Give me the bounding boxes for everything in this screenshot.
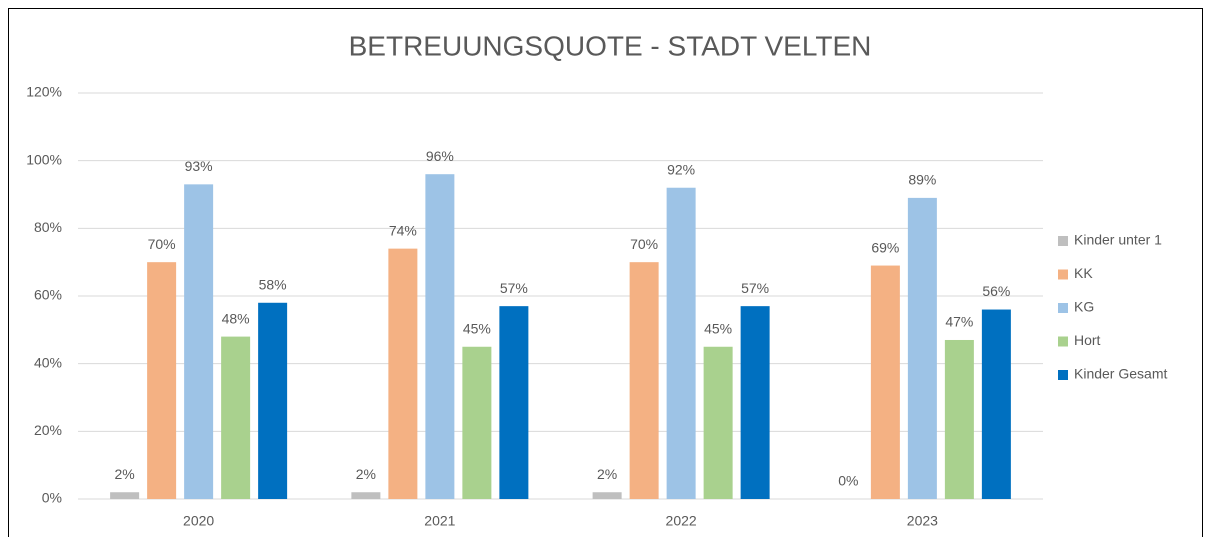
data-label: 74% xyxy=(389,222,417,238)
data-label: 58% xyxy=(259,276,287,292)
legend-swatch xyxy=(1058,303,1068,313)
x-tick-label: 2023 xyxy=(907,513,938,529)
data-label: 89% xyxy=(908,172,936,188)
bar xyxy=(147,262,177,499)
bar xyxy=(870,265,900,499)
bar xyxy=(388,248,418,499)
data-label: 48% xyxy=(222,310,250,326)
x-tick-label: 2021 xyxy=(424,513,455,529)
x-tick-label: 2022 xyxy=(666,513,697,529)
data-label: 70% xyxy=(630,236,658,252)
legend-label: KK xyxy=(1074,265,1093,281)
bar xyxy=(592,492,622,499)
data-label: 2% xyxy=(597,466,617,482)
bar xyxy=(184,184,214,499)
data-label: 57% xyxy=(500,280,528,296)
legend-label: Kinder Gesamt xyxy=(1074,366,1167,382)
bar xyxy=(258,302,288,499)
legend-swatch xyxy=(1058,269,1068,280)
bar xyxy=(110,492,140,499)
y-tick-label: 60% xyxy=(34,287,62,303)
bar xyxy=(629,262,659,499)
legend-label: KG xyxy=(1074,299,1094,315)
data-label: 2% xyxy=(115,466,135,482)
data-label: 93% xyxy=(185,158,213,174)
bar xyxy=(351,492,381,499)
legend-swatch xyxy=(1058,370,1068,380)
data-label: 2% xyxy=(356,466,376,482)
y-tick-label: 120% xyxy=(26,84,62,100)
data-label: 70% xyxy=(148,236,176,252)
y-tick-label: 0% xyxy=(42,490,62,506)
bar xyxy=(944,339,974,499)
bar xyxy=(499,306,529,499)
bar xyxy=(703,346,733,499)
data-label: 96% xyxy=(426,148,454,164)
bar xyxy=(666,187,696,499)
y-tick-label: 100% xyxy=(26,151,62,167)
data-label: 47% xyxy=(945,314,973,330)
data-label: 56% xyxy=(982,283,1010,299)
legend-label: Hort xyxy=(1074,332,1101,348)
legend-swatch xyxy=(1058,336,1068,347)
y-tick-label: 20% xyxy=(34,422,62,438)
bar xyxy=(981,309,1011,499)
bar xyxy=(740,306,770,499)
data-label: 45% xyxy=(704,320,732,336)
x-tick-label: 2020 xyxy=(183,513,214,529)
legend-label: Kinder unter 1 xyxy=(1074,232,1162,248)
legend-swatch xyxy=(1058,236,1068,246)
bar xyxy=(462,346,492,499)
data-label: 57% xyxy=(741,280,769,296)
data-label: 69% xyxy=(871,239,899,255)
bar xyxy=(907,197,937,499)
y-tick-label: 80% xyxy=(34,219,62,235)
data-label: 92% xyxy=(667,161,695,177)
data-label: 0% xyxy=(838,473,858,489)
data-label: 45% xyxy=(463,320,491,336)
chart-title: BETREUUNGSQUOTE - STADT VELTEN xyxy=(349,30,872,61)
bar xyxy=(221,336,251,499)
y-tick-label: 40% xyxy=(34,354,62,370)
bar xyxy=(425,174,455,499)
